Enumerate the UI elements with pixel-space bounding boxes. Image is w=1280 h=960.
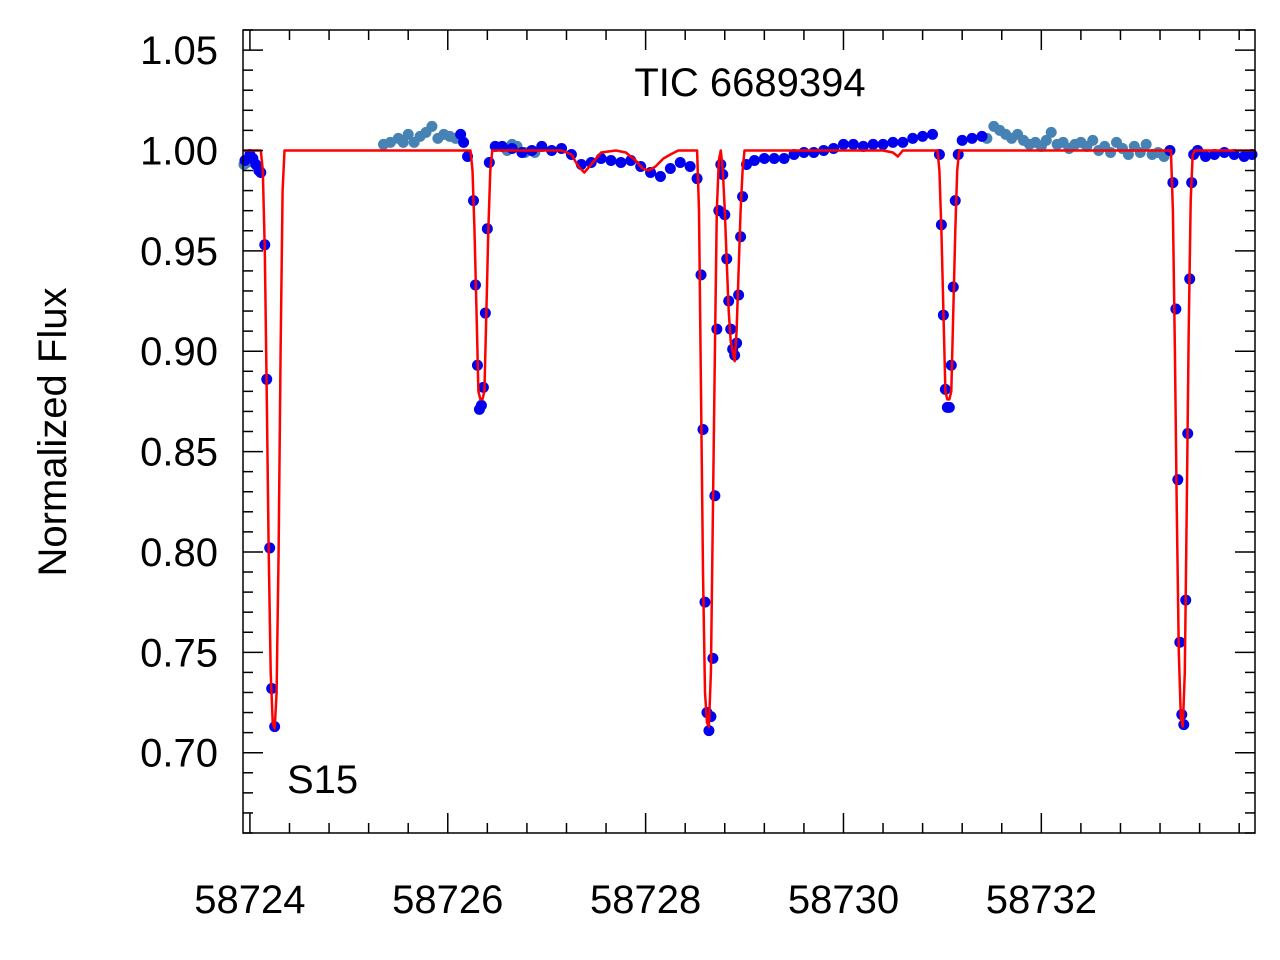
data-point bbox=[1200, 150, 1212, 162]
data-point bbox=[506, 142, 518, 154]
data-point-out-of-window bbox=[1040, 134, 1052, 146]
data-point bbox=[828, 142, 840, 154]
data-point bbox=[536, 140, 548, 152]
data-point-out-of-window bbox=[426, 120, 438, 132]
data-point bbox=[956, 134, 968, 146]
y-tick-label: 0.90 bbox=[140, 330, 218, 374]
data-points bbox=[238, 120, 1258, 737]
data-point bbox=[699, 596, 711, 608]
data-point bbox=[695, 269, 707, 281]
data-point bbox=[255, 167, 267, 179]
data-point bbox=[907, 132, 919, 144]
data-point bbox=[1170, 303, 1182, 315]
data-point bbox=[684, 161, 696, 173]
data-point bbox=[697, 423, 709, 435]
y-tick-label: 0.95 bbox=[140, 230, 218, 274]
data-point bbox=[703, 725, 715, 737]
data-point bbox=[897, 136, 909, 148]
x-tick-label: 58732 bbox=[986, 878, 1097, 922]
data-point bbox=[847, 138, 859, 150]
data-point bbox=[615, 156, 627, 168]
model-line bbox=[243, 149, 1255, 730]
y-tick-label: 0.75 bbox=[140, 631, 218, 675]
data-point bbox=[877, 138, 889, 150]
data-point bbox=[867, 138, 879, 150]
x-tick-labels: 58724 58726 58728 58730 58732 bbox=[194, 878, 1097, 922]
data-point bbox=[837, 138, 849, 150]
data-point bbox=[516, 146, 528, 158]
chart-title: TIC 6689394 bbox=[634, 61, 865, 105]
data-point bbox=[709, 490, 721, 502]
data-point bbox=[808, 146, 820, 158]
data-point-out-of-window bbox=[1087, 134, 1099, 146]
data-point bbox=[496, 140, 508, 152]
y-tick-label: 0.70 bbox=[140, 732, 218, 776]
y-tick-label: 0.85 bbox=[140, 431, 218, 475]
x-tick-label: 58728 bbox=[590, 878, 701, 922]
x-tick-label: 58726 bbox=[392, 878, 503, 922]
data-point bbox=[458, 136, 470, 148]
data-point bbox=[475, 399, 487, 411]
data-point bbox=[1172, 474, 1184, 486]
data-point-out-of-window bbox=[402, 128, 414, 140]
data-point bbox=[798, 146, 810, 158]
data-point-out-of-window bbox=[1105, 146, 1117, 158]
data-point bbox=[943, 401, 955, 413]
data-point bbox=[605, 154, 617, 166]
data-point bbox=[917, 130, 929, 142]
data-point bbox=[976, 130, 988, 142]
data-point bbox=[778, 152, 790, 164]
data-point bbox=[1218, 146, 1230, 158]
y-tick-label: 1.00 bbox=[140, 129, 218, 173]
y-axis-label: Normalized Flux bbox=[31, 288, 75, 577]
axis-ticks bbox=[243, 29, 1255, 834]
data-point bbox=[483, 156, 495, 168]
data-point bbox=[927, 128, 939, 140]
data-point bbox=[857, 140, 869, 152]
data-point bbox=[664, 163, 676, 175]
data-point bbox=[674, 156, 686, 168]
y-tick-labels: 0.70 0.75 0.80 0.85 0.90 0.95 1.00 1.05 bbox=[140, 29, 218, 776]
data-point bbox=[711, 323, 723, 335]
x-tick-label: 58730 bbox=[788, 878, 899, 922]
data-point bbox=[748, 154, 760, 166]
model-curve bbox=[243, 149, 1255, 730]
data-point bbox=[654, 171, 666, 183]
x-tick-label: 58724 bbox=[194, 878, 305, 922]
data-point bbox=[707, 652, 719, 664]
data-point-out-of-window bbox=[397, 136, 409, 148]
data-point-out-of-window bbox=[1045, 126, 1057, 138]
data-point bbox=[966, 132, 978, 144]
data-point-out-of-window bbox=[1140, 138, 1152, 150]
data-point bbox=[758, 152, 770, 164]
data-point bbox=[737, 191, 749, 203]
y-tick-label: 0.80 bbox=[140, 531, 218, 575]
sector-label: S15 bbox=[287, 758, 358, 802]
y-tick-label: 1.05 bbox=[140, 29, 218, 73]
data-point bbox=[887, 136, 899, 148]
data-point bbox=[768, 152, 780, 164]
